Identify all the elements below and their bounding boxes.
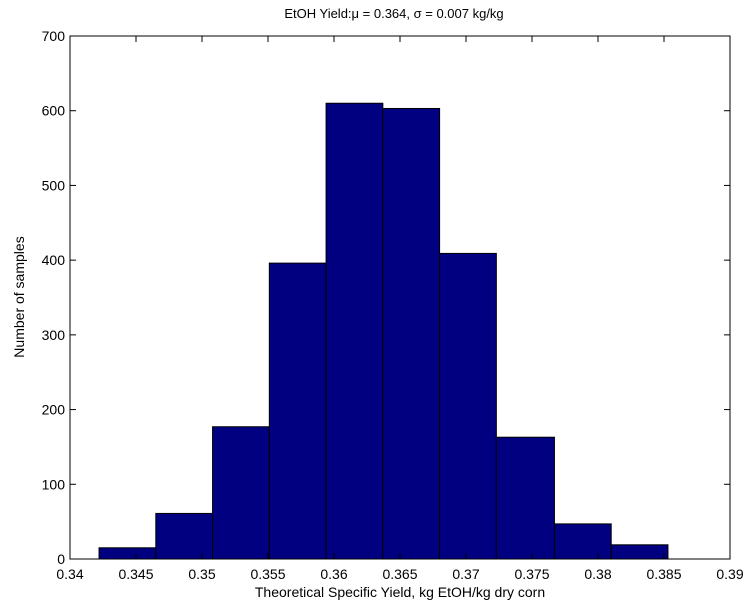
histogram-bar-7 (439, 252, 497, 560)
x-axis-title: Theoretical Specific Yield, kg EtOH/kg d… (255, 584, 545, 600)
histogram-bar-2 (155, 512, 214, 560)
y-tick-label: 0 (57, 551, 65, 567)
histogram-bar-8 (495, 436, 555, 560)
histogram-bar-3 (212, 426, 270, 560)
x-tick-label: 0.36 (320, 566, 347, 582)
y-axis-ticks: 0 100 200 300 400 500 600 700 (42, 28, 730, 567)
y-tick-label: 600 (42, 103, 66, 119)
histogram-bar-6 (382, 107, 441, 560)
x-tick-label: 0.355 (250, 566, 285, 582)
x-tick-label: 0.34 (56, 566, 83, 582)
x-tick-label: 0.37 (452, 566, 479, 582)
y-tick-label: 300 (42, 327, 66, 343)
plot-area-frame (69, 35, 731, 560)
y-tick-label: 500 (42, 177, 66, 193)
histogram-bar-4 (268, 262, 327, 560)
y-axis-title: Number of samples (11, 236, 27, 357)
x-axis-ticks: 0.34 0.345 0.35 0.355 0.36 0.365 0.37 0.375 0.38… (56, 36, 744, 582)
histogram-bar-10 (610, 544, 669, 560)
chart-title: EtOH Yield:μ = 0.364, σ = 0.007 kg/kg (284, 6, 503, 21)
histogram-bar-1 (98, 547, 157, 560)
x-tick-label: 0.35 (188, 566, 215, 582)
histogram-bars (98, 102, 669, 560)
x-tick-label: 0.345 (118, 566, 153, 582)
x-tick-label: 0.385 (646, 566, 681, 582)
y-tick-label: 100 (42, 476, 66, 492)
y-tick-label: 200 (42, 402, 66, 418)
x-tick-label: 0.38 (584, 566, 611, 582)
histogram-bar-9 (553, 523, 612, 560)
y-tick-label: 700 (42, 28, 66, 44)
x-tick-label: 0.365 (382, 566, 417, 582)
x-tick-label: 0.39 (716, 566, 743, 582)
y-tick-label: 400 (42, 252, 66, 268)
histogram-bar-5 (325, 102, 384, 560)
x-tick-label: 0.375 (514, 566, 549, 582)
